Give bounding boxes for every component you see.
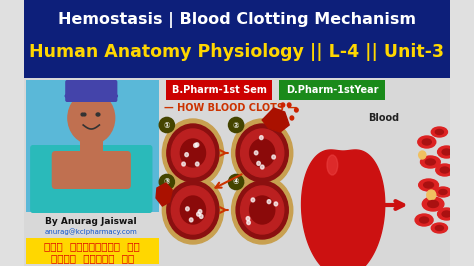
- Ellipse shape: [426, 159, 435, 165]
- Circle shape: [236, 181, 288, 239]
- Circle shape: [250, 139, 275, 167]
- Ellipse shape: [65, 91, 118, 101]
- FancyBboxPatch shape: [30, 145, 153, 213]
- Bar: [80, 140, 103, 158]
- Circle shape: [274, 202, 278, 206]
- Text: ②: ②: [233, 120, 239, 130]
- Circle shape: [257, 161, 260, 165]
- Ellipse shape: [422, 139, 431, 145]
- Circle shape: [171, 186, 215, 234]
- Circle shape: [250, 196, 275, 224]
- Circle shape: [190, 218, 193, 222]
- Ellipse shape: [418, 136, 436, 148]
- Polygon shape: [262, 108, 289, 132]
- Circle shape: [255, 151, 258, 155]
- Text: By Anurag Jaiswal: By Anurag Jaiswal: [46, 218, 137, 227]
- Circle shape: [182, 162, 185, 166]
- Ellipse shape: [442, 211, 451, 217]
- Circle shape: [251, 198, 255, 202]
- Ellipse shape: [428, 201, 438, 207]
- Circle shape: [260, 136, 263, 140]
- Ellipse shape: [419, 179, 438, 191]
- Circle shape: [241, 129, 284, 177]
- Ellipse shape: [436, 164, 454, 176]
- Ellipse shape: [435, 187, 451, 197]
- Circle shape: [403, 202, 427, 228]
- Polygon shape: [301, 150, 385, 266]
- Circle shape: [419, 151, 426, 159]
- Circle shape: [162, 119, 224, 187]
- Text: Human Anatomy Physiology || L-4 || Unit-3: Human Anatomy Physiology || L-4 || Unit-…: [29, 43, 445, 61]
- Circle shape: [232, 119, 293, 187]
- Circle shape: [290, 116, 294, 120]
- Circle shape: [427, 143, 448, 167]
- Circle shape: [267, 200, 271, 204]
- Ellipse shape: [438, 146, 456, 158]
- Circle shape: [167, 124, 219, 182]
- Text: Blood: Blood: [368, 113, 399, 123]
- Ellipse shape: [431, 127, 447, 137]
- Circle shape: [197, 212, 200, 216]
- Circle shape: [287, 103, 291, 107]
- Circle shape: [180, 139, 206, 167]
- Text: Hemostasis | Blood Clotting Mechanism: Hemostasis | Blood Clotting Mechanism: [58, 12, 416, 28]
- Circle shape: [195, 143, 199, 147]
- Ellipse shape: [435, 226, 444, 231]
- Text: D.Pharm-1stYear: D.Pharm-1stYear: [286, 85, 379, 95]
- Circle shape: [171, 129, 215, 177]
- Circle shape: [195, 162, 199, 166]
- Ellipse shape: [431, 223, 447, 233]
- Circle shape: [198, 210, 202, 214]
- Ellipse shape: [438, 208, 456, 220]
- Text: anurag@kclpharmacy.com: anurag@kclpharmacy.com: [45, 228, 137, 235]
- Text: ③: ③: [164, 177, 170, 186]
- Ellipse shape: [419, 217, 428, 223]
- Circle shape: [232, 176, 293, 244]
- Circle shape: [180, 196, 206, 224]
- Circle shape: [167, 181, 219, 239]
- Bar: [279, 80, 385, 100]
- Circle shape: [186, 207, 189, 211]
- Circle shape: [241, 186, 284, 234]
- Ellipse shape: [435, 130, 444, 135]
- Text: — HOW BLOOD CLOTS —: — HOW BLOOD CLOTS —: [164, 103, 297, 113]
- Text: आसान  बनाते  है: आसान बनाते है: [51, 253, 134, 263]
- Circle shape: [162, 176, 224, 244]
- Bar: [166, 80, 272, 100]
- Circle shape: [427, 190, 436, 200]
- FancyBboxPatch shape: [65, 80, 118, 102]
- Polygon shape: [156, 183, 172, 206]
- Circle shape: [281, 103, 285, 107]
- Ellipse shape: [415, 214, 433, 226]
- FancyBboxPatch shape: [52, 151, 131, 189]
- Ellipse shape: [439, 189, 447, 194]
- Ellipse shape: [440, 167, 449, 173]
- Circle shape: [193, 143, 197, 147]
- Circle shape: [272, 155, 275, 159]
- Ellipse shape: [442, 149, 451, 155]
- Text: ①: ①: [164, 120, 170, 130]
- Circle shape: [236, 124, 288, 182]
- Bar: [26, 238, 159, 264]
- Ellipse shape: [420, 156, 440, 168]
- Text: B.Pharm-1st Sem: B.Pharm-1st Sem: [172, 85, 266, 95]
- Ellipse shape: [422, 197, 444, 211]
- Circle shape: [68, 92, 115, 144]
- Circle shape: [247, 221, 250, 225]
- Text: चलो  फार्मेसी  को: चलो फार्मेसी को: [44, 241, 140, 251]
- Circle shape: [294, 108, 298, 112]
- Circle shape: [185, 153, 188, 157]
- Text: ④: ④: [233, 177, 239, 186]
- Ellipse shape: [424, 182, 434, 188]
- Bar: [24, 78, 450, 266]
- Circle shape: [407, 164, 432, 192]
- Circle shape: [200, 214, 203, 218]
- Ellipse shape: [327, 155, 338, 175]
- Bar: [26, 80, 159, 212]
- Circle shape: [246, 217, 250, 221]
- Bar: [24, 0, 450, 78]
- Circle shape: [261, 165, 264, 169]
